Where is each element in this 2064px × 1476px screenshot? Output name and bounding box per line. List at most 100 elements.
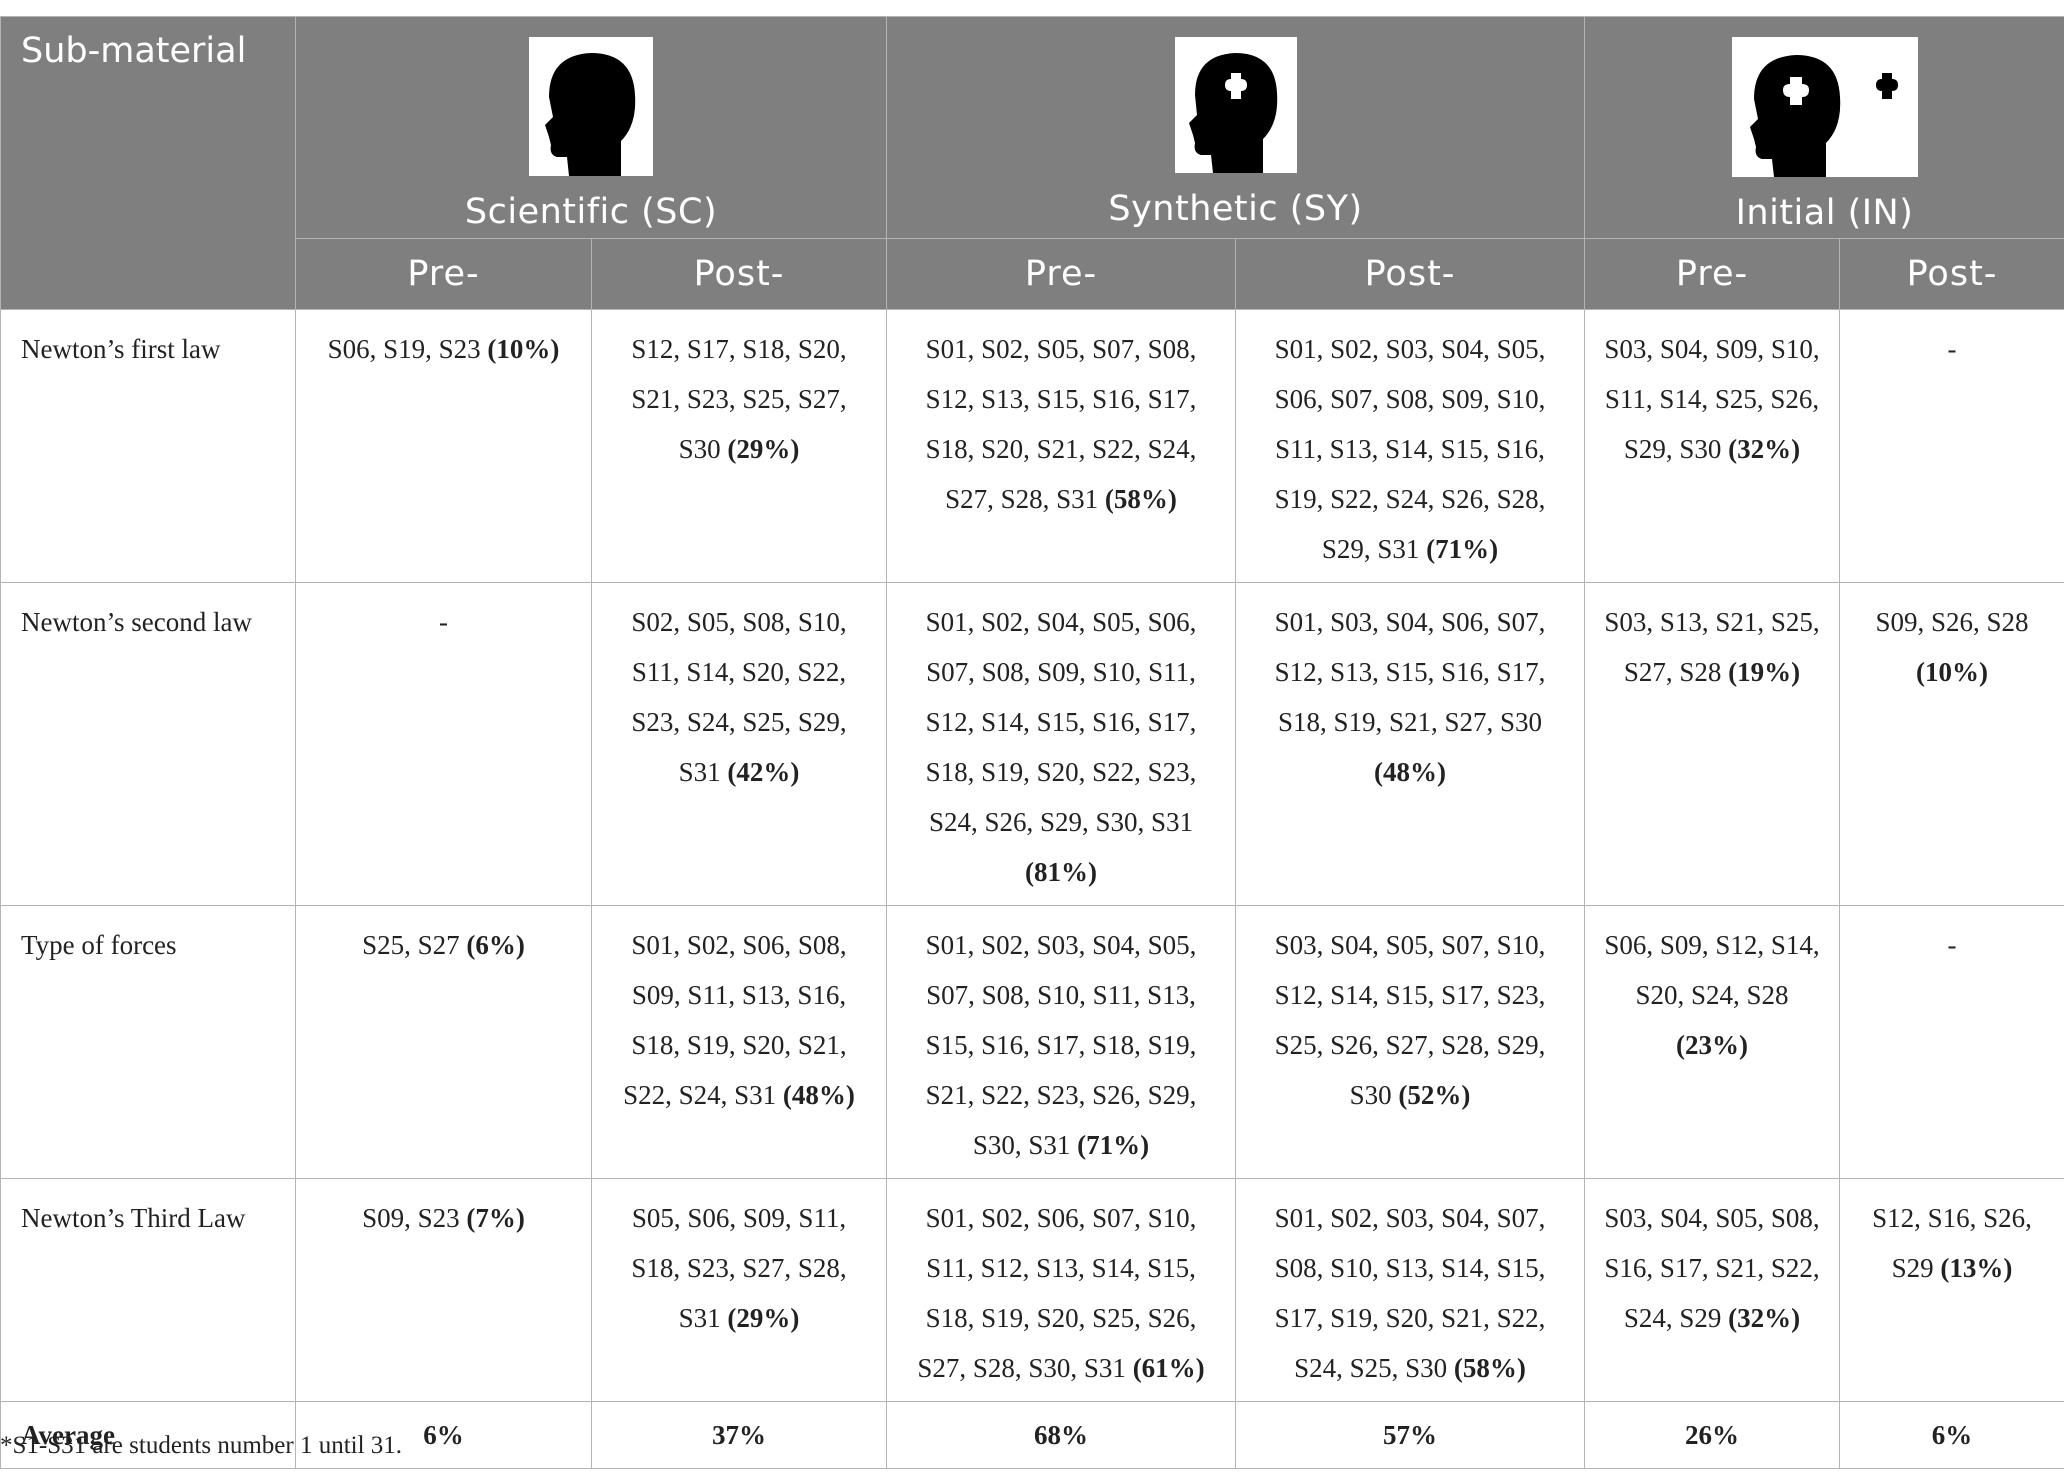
percentage: (23%) (1676, 1030, 1748, 1060)
in-post-header: Post- (1839, 238, 2064, 310)
table-cell: S03, S04, S09, S10, S11, S14, S25, S26, … (1584, 309, 1841, 583)
percentage: (32%) (1728, 1303, 1801, 1333)
percentage: (6%) (466, 930, 525, 960)
table-cell: S03, S04, S05, S07, S10, S12, S14, S15, … (1235, 905, 1586, 1179)
student-list: S03, S04, S05, S07, S10, S12, S14, S15, … (1274, 930, 1546, 1110)
table-row: Newton’s Third Law S09, S23 (7%) S05, S0… (0, 1178, 2064, 1402)
table-cell: S03, S04, S05, S08, S16, S17, S21, S22, … (1584, 1178, 1841, 1402)
table-cell: S01, S02, S05, S07, S08, S12, S13, S15, … (886, 309, 1237, 583)
percentage: (32%) (1728, 434, 1801, 464)
student-list: S09, S26, S28 (1875, 607, 2029, 637)
student-list: S01, S03, S04, S06, S07, S12, S13, S15, … (1274, 607, 1546, 737)
in-pre-header: Pre- (1584, 238, 1841, 310)
sy-pre-header: Pre- (886, 238, 1237, 310)
average-value: 37% (590, 1401, 888, 1469)
student-list: S01, S02, S06, S07, S10, S11, S12, S13, … (917, 1203, 1197, 1383)
student-list: S01, S02, S03, S04, S07, S08, S10, S13, … (1274, 1203, 1546, 1383)
footnote: *S1-S31 are students number 1 until 31. (0, 1432, 403, 1459)
percentage: (13%) (1940, 1253, 2013, 1283)
table-cell: S01, S02, S06, S08, S09, S11, S13, S16, … (590, 905, 888, 1179)
average-label: Average (0, 1401, 296, 1469)
sub-material-header: Sub-material (0, 16, 296, 310)
percentage: (52%) (1398, 1080, 1471, 1110)
table-cell: S03, S13, S21, S25, S27, S28 (19%) (1584, 582, 1841, 906)
student-list: S03, S04, S09, S10, S11, S14, S25, S26, … (1604, 334, 1820, 464)
percentage: (19%) (1728, 657, 1801, 687)
student-list: S02, S05, S08, S10, S11, S14, S20, S22, … (631, 607, 847, 787)
row-label: Newton’s second law (0, 582, 296, 906)
student-list: S03, S13, S21, S25, S27, S28 (1604, 607, 1820, 687)
student-list: S01, S02, S03, S04, S05, S06, S07, S08, … (1274, 334, 1546, 564)
sc-post-header: Post- (590, 238, 888, 310)
student-list: S12, S16, S26, S29 (1872, 1203, 2032, 1283)
percentage: (61%) (1132, 1353, 1205, 1383)
sy-post-header: Post- (1235, 238, 1586, 310)
table-row: Newton’s first law S06, S19, S23 (10%) S… (0, 309, 2064, 583)
student-list: S12, S17, S18, S20, S21, S23, S25, S27, … (631, 334, 847, 464)
percentage: (42%) (727, 757, 800, 787)
percentage: (81%) (1025, 857, 1097, 887)
category-header-scientific: Scientific (SC) (294, 16, 888, 239)
percentage: (10%) (1916, 657, 1988, 687)
percentage: (71%) (1426, 534, 1499, 564)
table-cell: S09, S23 (7%) (295, 1178, 592, 1402)
percentage: (58%) (1453, 1353, 1526, 1383)
table-cell: S09, S26, S28 (10%) (1839, 582, 2064, 906)
average-value: 26% (1584, 1401, 1841, 1469)
table-cell: S12, S16, S26, S29 (13%) (1839, 1178, 2064, 1402)
percentage: (29%) (727, 434, 800, 464)
percentage: (7%) (466, 1203, 525, 1233)
head-puzzle-pieces-icon (1731, 37, 1918, 177)
table-cell: - (295, 582, 592, 906)
student-list: S09, S23 (362, 1203, 460, 1233)
category-header-initial: Initial (IN) (1584, 16, 2064, 239)
student-list: S05, S06, S09, S11, S18, S23, S27, S28, … (631, 1203, 847, 1333)
table-cell: - (1839, 309, 2064, 583)
results-table: Sub-material Scientific (SC) (0, 16, 2064, 1469)
category-label-scientific: Scientific (SC) (464, 192, 718, 232)
student-list: S06, S19, S23 (327, 334, 481, 364)
table-cell: S06, S09, S12, S14, S20, S24, S28 (23%) (1584, 905, 1841, 1179)
row-label: Newton’s Third Law (0, 1178, 296, 1402)
student-list: S01, S02, S05, S07, S08, S12, S13, S15, … (925, 334, 1197, 514)
head-silhouette-icon (529, 37, 653, 176)
table-cell: S01, S02, S03, S04, S05, S07, S08, S10, … (886, 905, 1237, 1179)
table-cell: S01, S02, S03, S04, S07, S08, S10, S13, … (1235, 1178, 1586, 1402)
category-label-synthetic: Synthetic (SY) (1108, 189, 1363, 229)
table-cell: S02, S05, S08, S10, S11, S14, S20, S22, … (590, 582, 888, 906)
student-list: S01, S02, S03, S04, S05, S07, S08, S10, … (925, 930, 1197, 1160)
table-cell: S12, S17, S18, S20, S21, S23, S25, S27, … (590, 309, 888, 583)
table-cell: S01, S02, S04, S05, S06, S07, S08, S09, … (886, 582, 1237, 906)
average-value: 68% (886, 1401, 1237, 1469)
average-value: 6% (1839, 1401, 2064, 1469)
category-label-initial: Initial (IN) (1735, 193, 1914, 233)
table-cell: S01, S02, S06, S07, S10, S11, S12, S13, … (886, 1178, 1237, 1402)
student-list: S03, S04, S05, S08, S16, S17, S21, S22, … (1604, 1203, 1820, 1333)
percentage: (58%) (1104, 484, 1177, 514)
student-list: S25, S27 (362, 930, 460, 960)
table-cell: S01, S02, S03, S04, S05, S06, S07, S08, … (1235, 309, 1586, 583)
student-list: S01, S02, S06, S08, S09, S11, S13, S16, … (623, 930, 847, 1110)
head-puzzle-piece-icon (1174, 37, 1297, 173)
average-value: 57% (1235, 1401, 1586, 1469)
table-row: Type of forces S25, S27 (6%) S01, S02, S… (0, 905, 2064, 1179)
student-list: - (439, 607, 448, 637)
sc-pre-header: Pre- (295, 238, 592, 310)
student-list: S01, S02, S04, S05, S06, S07, S08, S09, … (925, 607, 1197, 837)
percentage: (48%) (782, 1080, 855, 1110)
student-list: - (1947, 334, 1957, 364)
student-list: S06, S09, S12, S14, S20, S24, S28 (1604, 930, 1820, 1010)
table-cell: S25, S27 (6%) (295, 905, 592, 1179)
table-cell: S05, S06, S09, S11, S18, S23, S27, S28, … (590, 1178, 888, 1402)
average-value: 6% (295, 1401, 592, 1469)
percentage: (10%) (487, 334, 560, 364)
table-cell: S01, S03, S04, S06, S07, S12, S13, S15, … (1235, 582, 1586, 906)
row-label: Type of forces (0, 905, 296, 1179)
percentage: (71%) (1077, 1130, 1150, 1160)
student-list: - (1947, 930, 1957, 960)
table-cell: S06, S19, S23 (10%) (295, 309, 592, 583)
percentage: (29%) (727, 1303, 800, 1333)
average-row: Average 6% 37% 68% 57% 26% 6% (0, 1401, 2064, 1469)
row-label: Newton’s first law (0, 309, 296, 583)
category-header-synthetic: Synthetic (SY) (886, 16, 1586, 239)
